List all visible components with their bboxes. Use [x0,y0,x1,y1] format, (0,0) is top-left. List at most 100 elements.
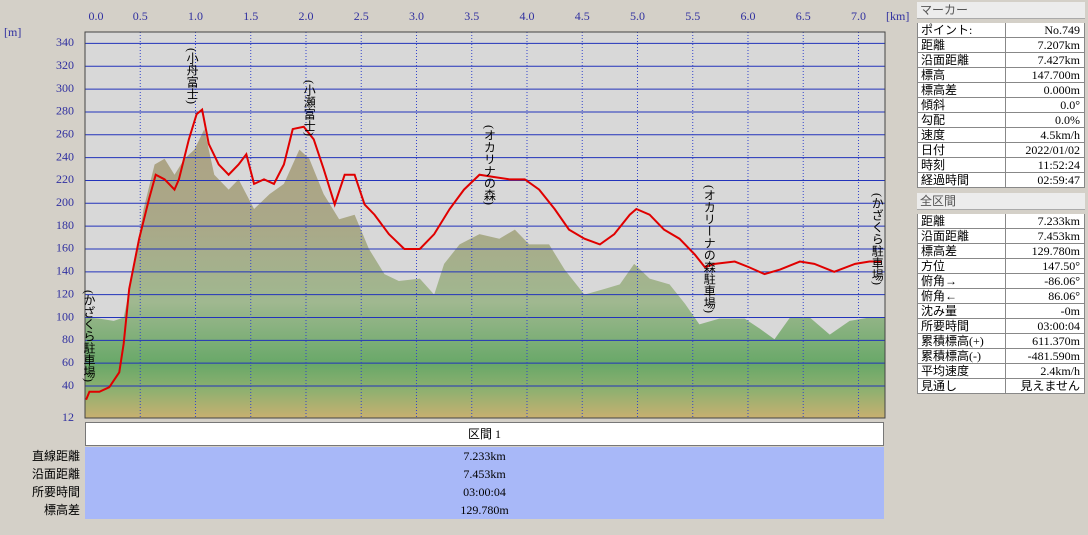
row-label: 平均速度 [918,364,1006,378]
annotation: (かざくら駐車場) [870,193,884,285]
row-label: 沿面距離 [31,467,80,481]
row-value: 7.427km [1037,53,1080,67]
x-tick-label: 0.5 [133,9,148,23]
section-row: 直線距離 7.233km [0,447,885,465]
row-value: 7.453km [85,465,884,483]
y-tick-label: 100 [56,309,74,323]
row-label: 所要時間 [31,485,80,499]
y-tick-label: 140 [56,264,74,278]
row-value: 03:00:04 [1037,319,1080,333]
row-value: -481.590m [1027,349,1080,363]
info-row: 累積標高(-) -481.590m [917,349,1085,364]
total-panel: 全区間 距離 7.233km 沿面距離 7.453km 標高差 129.780m 方位 147… [917,193,1085,394]
row-label: 累積標高(-) [918,349,1006,363]
row-label: 沿面距離 [918,229,1006,243]
info-row: 俯角→ -86.06° [917,274,1085,289]
info-row: 沈み量 -0m [917,304,1085,319]
info-row: 俯角← 86.06° [917,289,1085,304]
row-label: 直線距離 [31,449,80,463]
y-tick-label: 60 [62,355,74,369]
section-row: 標高差 129.780m [0,501,885,519]
row-value: 2022/01/02 [1025,143,1080,157]
row-value: 0.0% [1055,113,1080,127]
x-tick-label: 0.0 [89,9,104,23]
row-value: 147.700m [1031,68,1080,82]
y-tick-label: 340 [56,35,74,49]
info-row: 標高差 129.780m [917,244,1085,259]
y-tick-label: 260 [56,127,74,141]
terrain-area [85,129,885,419]
row-label: 標高 [918,68,1006,82]
row-label: 沈み量 [918,304,1006,318]
info-row: 経過時間 02:59:47 [917,173,1085,188]
y-tick-label: 120 [56,286,74,300]
row-label: 見通し [918,379,1006,393]
row-label: 標高差 [43,503,80,517]
row-value: 03:00:04 [85,483,884,501]
row-value: 7.207km [1037,38,1080,52]
row-label: 勾配 [918,113,1006,127]
info-row: 沿面距離 7.453km [917,229,1085,244]
row-value: -86.06° [1044,274,1080,288]
row-value: 見えません [1020,379,1080,393]
section-row: 所要時間 03:00:04 [0,483,885,501]
info-row: 見通し 見えません [917,379,1085,394]
x-tick-label: 1.5 [243,9,258,23]
x-tick-label: 1.0 [188,9,203,23]
row-value: 0.0° [1060,98,1080,112]
section-header: 区間 1 [85,422,884,446]
x-tick-label: 5.0 [630,9,645,23]
chart: [m] [km] 12 40 60 80 100 120 140 160 180 200 220 24… [4,9,909,424]
row-value: 02:59:47 [1037,173,1080,187]
x-tick-label: 3.5 [464,9,479,23]
info-row: 標高差 0.000m [917,83,1085,98]
y-tick-label: 160 [56,241,74,255]
row-label: 俯角→ [918,274,1006,288]
x-tick-label: 4.5 [575,9,590,23]
y-tick-label: 200 [56,195,74,209]
y-unit: [m] [4,25,21,39]
y-tick-label: 220 [56,172,74,186]
x-tick-label: 2.5 [354,9,369,23]
row-label: 日付 [918,143,1006,157]
x-unit: [km] [886,9,909,23]
row-label: 標高差 [918,244,1006,258]
annotation: (小舟富士) [185,48,199,104]
y-tick-label: 80 [62,332,74,346]
row-value: 2.4km/h [1040,364,1080,378]
annotation: (かざくら駐車場) [82,290,96,382]
row-value: -0m [1060,304,1080,318]
info-row: 所要時間 03:00:04 [917,319,1085,334]
y-tick-label: 300 [56,81,74,95]
x-tick-label: 5.5 [685,9,700,23]
row-value: 7.453km [1037,229,1080,243]
row-value: 611.370m [1032,334,1080,348]
y-tick-label: 180 [56,218,74,232]
annotation: (オカリーナの森駐車場) [702,185,716,313]
x-tick-label: 6.5 [796,9,811,23]
row-value: 4.5km/h [1040,128,1080,142]
y-tick-label: 280 [56,104,74,118]
y-tick-label: 40 [62,378,74,392]
row-label: 距離 [918,214,1006,228]
info-row: 速度 4.5km/h [917,128,1085,143]
info-row: 方位 147.50° [917,259,1085,274]
row-value: 7.233km [85,447,884,465]
plot-border [84,31,886,419]
info-row: 累積標高(+) 611.370m [917,334,1085,349]
row-label: 方位 [918,259,1006,273]
x-tick-label: 2.0 [298,9,313,23]
row-value: 0.000m [1043,83,1080,97]
marker-panel: マーカー ポイント: No.749 距離 7.207km 沿面距離 7.427km 標高 14… [917,2,1085,188]
row-value: No.749 [1044,23,1080,37]
row-value: 86.06° [1048,289,1080,303]
info-row: 距離 7.207km [917,38,1085,53]
x-tick-label: 3.0 [409,9,424,23]
info-row: 標高 147.700m [917,68,1085,83]
info-row: 傾斜 0.0° [917,98,1085,113]
row-label: 距離 [918,38,1006,52]
row-value: 7.233km [1037,214,1080,228]
panel-title: 全区間 [917,193,1085,210]
info-row: 距離 7.233km [917,214,1085,229]
